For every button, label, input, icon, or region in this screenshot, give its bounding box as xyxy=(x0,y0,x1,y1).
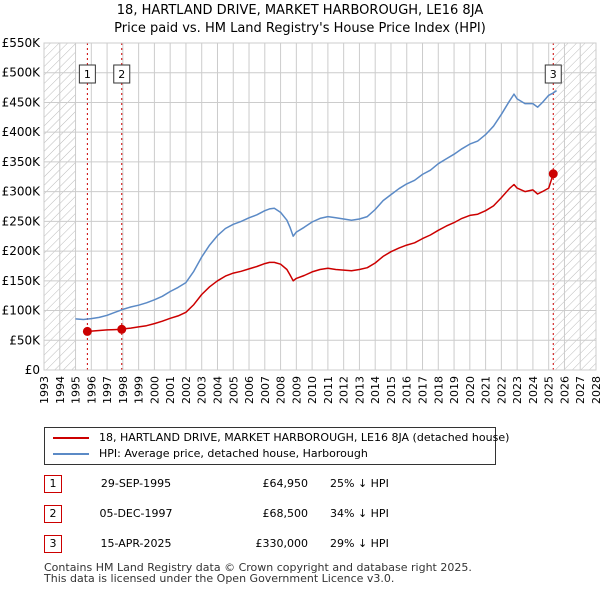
x-tick-label: 2002 xyxy=(180,376,193,404)
sale-price: £64,950 xyxy=(262,477,309,490)
x-tick-label: 1997 xyxy=(101,376,114,404)
y-tick-label: £100K xyxy=(2,304,42,318)
y-tick-label: £450K xyxy=(2,95,42,109)
sale-marker-box xyxy=(544,64,562,84)
y-tick-label: £0 xyxy=(25,363,40,377)
chart-subtitle: Price paid vs. HM Land Registry's House … xyxy=(114,21,486,36)
x-tick-label: 2017 xyxy=(417,376,430,404)
sale-date: 05-DEC-1997 xyxy=(99,507,173,520)
sale-row: 3 15-APR-2025 £330,000 29% ↓ HPI xyxy=(44,535,464,555)
x-tick-label: 1993 xyxy=(38,376,51,404)
sale-marker-label: 1 xyxy=(84,68,91,81)
sale-number-badge: 1 xyxy=(44,475,62,493)
legend-item-price: 18, HARTLAND DRIVE, MARKET HARBOROUGH, L… xyxy=(53,431,509,445)
sale-date: 15-APR-2025 xyxy=(100,537,172,550)
hpi-line xyxy=(75,89,558,321)
legend-label-hpi: HPI: Average price, detached house, Harb… xyxy=(99,447,368,460)
y-tick-label: £400K xyxy=(2,125,42,139)
x-tick-label: 2021 xyxy=(480,376,493,404)
legend: 18, HARTLAND DRIVE, MARKET HARBOROUGH, L… xyxy=(44,427,509,465)
x-tick-label: 1999 xyxy=(133,376,146,404)
x-tick-label: 2015 xyxy=(385,376,398,404)
sale-price: £68,500 xyxy=(262,507,309,520)
x-tick-label: 2027 xyxy=(574,376,587,404)
x-tick-label: 2012 xyxy=(338,376,351,404)
y-tick-label: £350K xyxy=(2,155,42,169)
y-tick-label: £150K xyxy=(2,274,42,288)
chart-title-block: 18, HARTLAND DRIVE, MARKET HARBOROUGH, L… xyxy=(0,2,600,38)
x-tick-label: 2024 xyxy=(527,376,540,404)
footer-copyright: Contains HM Land Registry data © Crown c… xyxy=(44,561,472,574)
x-tick-label: 2003 xyxy=(196,376,209,404)
x-tick-label: 1994 xyxy=(54,376,67,404)
sale-hpi-diff: 34% ↓ HPI xyxy=(330,507,389,520)
x-tick-label: 1998 xyxy=(117,376,130,404)
x-tick-label: 2026 xyxy=(558,376,571,404)
x-tick-label: 2005 xyxy=(227,376,240,404)
y-tick-label: £300K xyxy=(2,185,42,199)
x-tick-label: 2007 xyxy=(259,376,272,404)
x-tick-label: 2013 xyxy=(353,376,366,404)
sale-hpi-diff: 29% ↓ HPI xyxy=(330,537,389,550)
x-tick-label: 2019 xyxy=(448,376,461,404)
x-tick-label: 2016 xyxy=(401,376,414,404)
x-tick-label: 2022 xyxy=(495,376,508,404)
x-tick-label: 1995 xyxy=(70,376,83,404)
y-tick-label: £550K xyxy=(2,36,42,50)
hatched-region xyxy=(553,43,596,370)
legend-label-price: 18, HARTLAND DRIVE, MARKET HARBOROUGH, L… xyxy=(99,431,510,444)
y-tick-label: £250K xyxy=(2,214,42,228)
sale-point xyxy=(117,324,127,334)
y-tick-label: £200K xyxy=(2,244,42,258)
x-tick-label: 2010 xyxy=(306,376,319,404)
sale-date: 29-SEP-1995 xyxy=(100,477,172,490)
x-tick-label: 2023 xyxy=(511,376,524,404)
sale-number-badge: 2 xyxy=(44,505,62,523)
plot-frame xyxy=(43,42,597,371)
sale-point xyxy=(548,169,558,179)
sale-row: 1 29-SEP-1995 £64,950 25% ↓ HPI xyxy=(44,475,464,495)
x-tick-label: 2018 xyxy=(432,376,445,404)
price-paid-line xyxy=(87,173,555,333)
x-tick-label: 2009 xyxy=(290,376,303,404)
price-chart: 1 2 3 1993 1994 1995 1996 1997 1998 1999 2000 2001… xyxy=(2,36,600,404)
x-tick-label: 2001 xyxy=(164,376,177,404)
x-tick-label: 2004 xyxy=(211,376,224,404)
x-tick-label: 2011 xyxy=(322,376,335,404)
sale-number-badge: 3 xyxy=(44,535,62,553)
x-tick-label: 2028 xyxy=(590,376,600,404)
x-tick-label: 1996 xyxy=(85,376,98,404)
chart-title: 18, HARTLAND DRIVE, MARKET HARBOROUGH, L… xyxy=(116,3,484,18)
legend-item-hpi: HPI: Average price, detached house, Harb… xyxy=(53,447,368,461)
y-tick-label: £50K xyxy=(9,333,41,347)
x-tick-label: 2014 xyxy=(369,376,382,404)
footer: Contains HM Land Registry data © Crown c… xyxy=(44,562,472,584)
x-tick-label: 2008 xyxy=(275,376,288,404)
sale-point xyxy=(82,326,92,336)
sale-marker-box xyxy=(78,64,96,84)
x-tick-label: 2020 xyxy=(464,376,477,404)
sale-marker-label: 2 xyxy=(118,68,125,81)
sale-hpi-diff: 25% ↓ HPI xyxy=(330,477,389,490)
sale-marker-box xyxy=(113,64,131,84)
sale-price: £330,000 xyxy=(255,537,309,550)
y-tick-label: £500K xyxy=(2,66,42,80)
x-tick-label: 2000 xyxy=(148,376,161,404)
sale-row: 2 05-DEC-1997 £68,500 34% ↓ HPI xyxy=(44,505,464,525)
legend-swatch-price xyxy=(53,437,89,439)
sale-marker-label: 3 xyxy=(550,68,557,81)
x-tick-label: 2025 xyxy=(543,376,556,404)
footer-licence: This data is licensed under the Open Gov… xyxy=(44,572,395,585)
legend-swatch-hpi xyxy=(53,453,89,455)
x-tick-label: 2006 xyxy=(243,376,256,404)
